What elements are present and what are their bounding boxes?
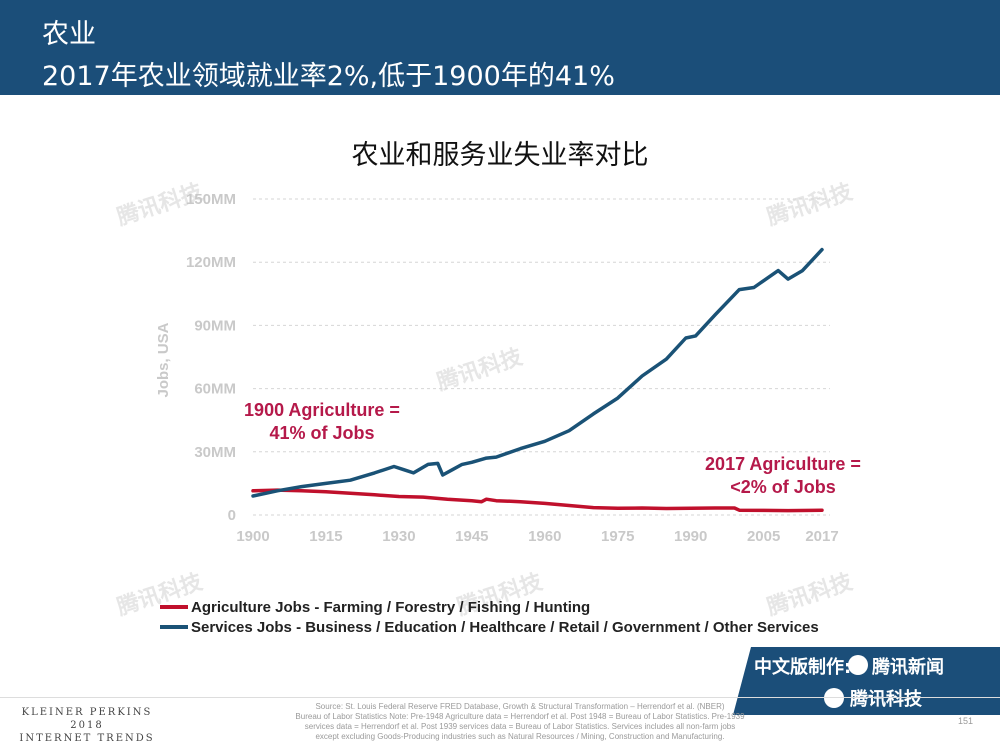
badge-notch [733,647,751,715]
tencent-news-logo-icon [848,655,868,675]
annotations: 1900 Agriculture = 41% of Jobs 2017 Agricu… [244,400,861,497]
y-tick-label: 60MM [194,381,236,398]
y-axis-label: Jobs, USA [155,322,172,397]
legend: Agriculture Jobs - Farming / Forestry / … [160,599,819,636]
credit-badge [733,647,1000,715]
watermark-text: 腾讯科技 [434,344,526,395]
annotation-text: <2% of Jobs [730,477,836,497]
x-axis-ticks: 1900 1915 1930 1945 1960 1975 1990 2005 2017 [236,528,838,545]
badge-brand-tech: 腾讯科技 [850,689,922,710]
x-tick-label: 2017 [805,528,838,545]
x-tick-label: 1975 [601,528,634,545]
x-tick-label: 1960 [528,528,561,545]
footer-brand-line: KLEINER PERKINS [21,707,153,718]
chart-title: 农业和服务业失业率对比 [351,140,649,171]
footer-brand-subtitle: INTERNET TRENDS [19,733,155,744]
source-line: Bureau of Labor Statistics Note: Pre-194… [295,712,745,721]
footer-divider [0,697,1000,698]
annotation-text: 2017 Agriculture = [705,454,861,474]
slide-headline: 2017年农业领域就业率2%,低于1900年的41% [42,61,615,92]
y-tick-label: 90MM [194,317,236,334]
y-axis-ticks: 0 30MM 60MM 90MM 120MM 150MM [186,191,236,524]
x-tick-label: 2005 [747,528,780,545]
annotation-text: 41% of Jobs [269,423,374,443]
y-tick-label: 120MM [186,254,236,271]
y-tick-label: 30MM [194,444,236,461]
footer-brand-year: 2018 [70,720,104,731]
badge-brand-news: 腾讯新闻 [872,657,944,678]
x-tick-label: 1945 [455,528,488,545]
series-line-agriculture [251,488,824,513]
tencent-tech-logo-icon [824,688,844,708]
annotation-text: 1900 Agriculture = [244,400,400,420]
series-line-services [251,247,824,498]
source-line: except excluding Goods-Producing industr… [315,732,725,741]
legend-label-agriculture: Agriculture Jobs - Farming / Forestry / … [191,599,590,616]
x-tick-label: 1900 [236,528,269,545]
source-line: services data = Herrendorf et al. Post 1… [304,722,736,731]
series-lines [251,247,824,513]
x-tick-label: 1990 [674,528,707,545]
slide-section-title: 农业 [42,19,96,50]
watermark-text: 腾讯科技 [764,179,856,230]
legend-label-services: Services Jobs - Business / Education / H… [191,619,819,636]
badge-prefix: 中文版制作: [754,657,852,678]
x-tick-label: 1930 [382,528,415,545]
y-tick-label: 0 [228,507,236,524]
source-note: Source: St. Louis Federal Reserve FRED D… [250,702,790,742]
y-tick-label: 150MM [186,191,236,208]
x-tick-label: 1915 [309,528,342,545]
header-bar: 农业 2017年农业领域就业率2%,低于1900年的41% [0,0,1000,95]
page-number: 151 [958,716,974,726]
grid-lines [253,198,830,516]
source-line: Source: St. Louis Federal Reserve FRED D… [315,702,725,711]
watermark-text: 腾讯科技 [764,569,856,620]
